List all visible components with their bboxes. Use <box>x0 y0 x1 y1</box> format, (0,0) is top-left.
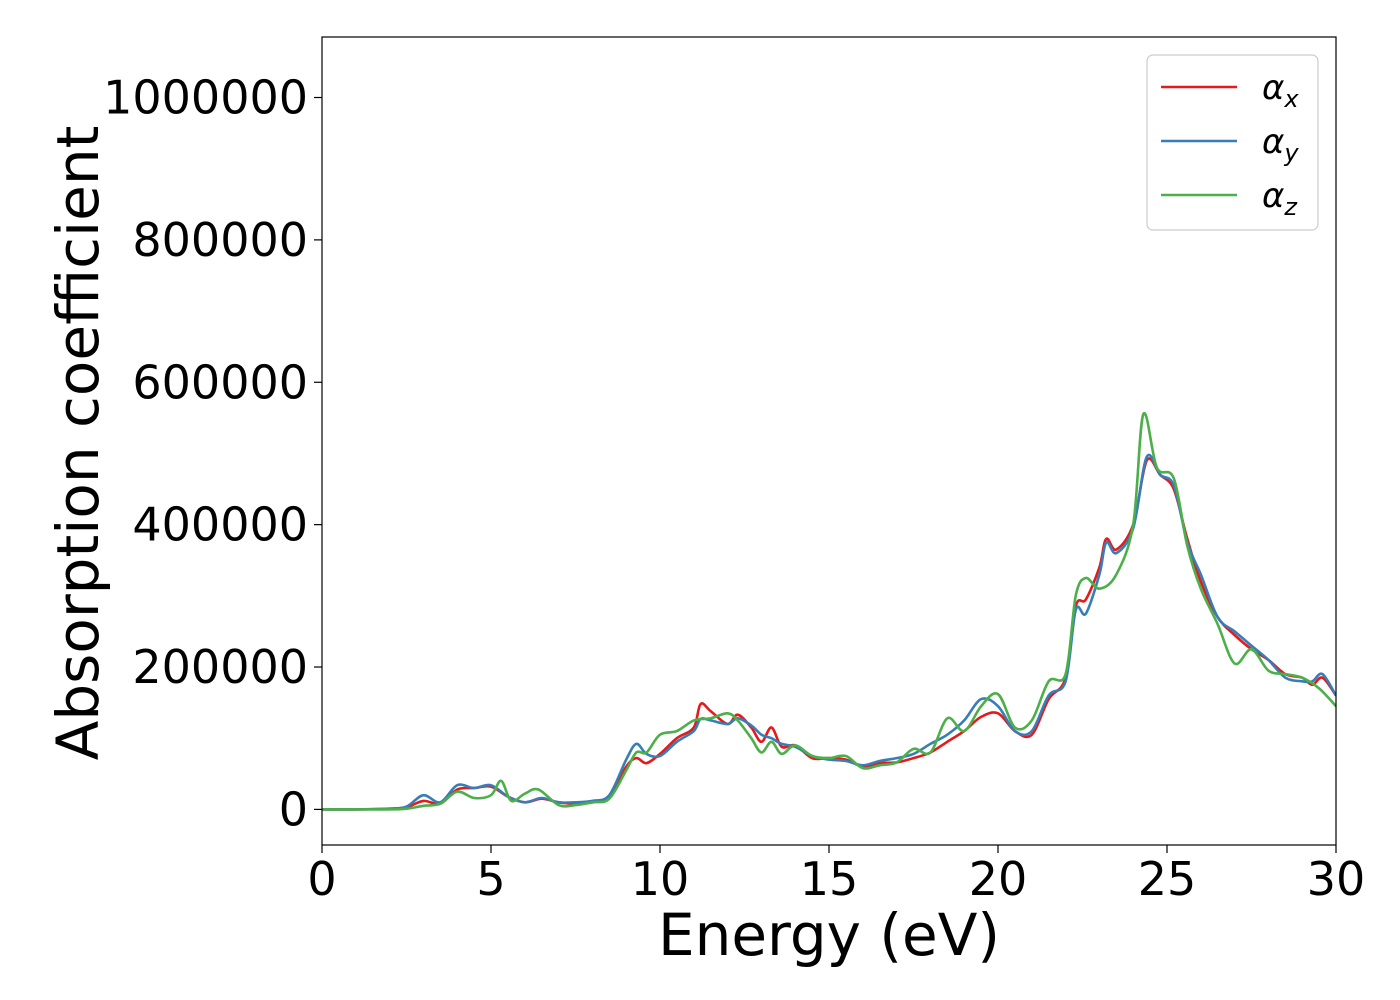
series-line-z <box>322 411 1336 811</box>
y-tick-label: 600000 <box>132 355 308 409</box>
x-tick-label: 0 <box>307 852 336 906</box>
legend-label-z: αz <box>1262 176 1298 221</box>
x-axis-title: Energy (eV) <box>658 901 1000 969</box>
x-tick-label: 20 <box>969 852 1028 906</box>
legend-label-symbol: α <box>1262 68 1284 108</box>
legend-label-subscript: y <box>1283 139 1299 167</box>
series-lines <box>322 411 1336 811</box>
x-tick-label: 15 <box>800 852 859 906</box>
legend-label-subscript: x <box>1283 85 1299 113</box>
y-tick-label: 800000 <box>132 213 308 267</box>
legend-label-symbol: α <box>1262 176 1284 216</box>
ticks: 0 5 10 15 20 25 30 0 200000 400000 600000 800000 100… <box>103 71 1365 906</box>
y-tick-label: 0 <box>279 782 308 836</box>
y-axis-title: Absorption coefficient <box>44 126 112 761</box>
legend-label-x: αx <box>1262 68 1299 113</box>
legend-box <box>1146 54 1319 231</box>
legend-label-y: αy <box>1262 122 1299 167</box>
x-tick-label: 10 <box>631 852 690 906</box>
x-tick-label: 5 <box>476 852 505 906</box>
y-tick-label: 200000 <box>132 640 308 694</box>
y-tick-label: 1000000 <box>103 71 308 125</box>
y-tick-label: 400000 <box>132 498 308 552</box>
x-tick-label: 25 <box>1138 852 1197 906</box>
series-line-y <box>322 453 1336 811</box>
legend-label-symbol: α <box>1262 122 1284 162</box>
legend-label-subscript: z <box>1283 193 1298 221</box>
x-tick-label: 30 <box>1307 852 1366 906</box>
